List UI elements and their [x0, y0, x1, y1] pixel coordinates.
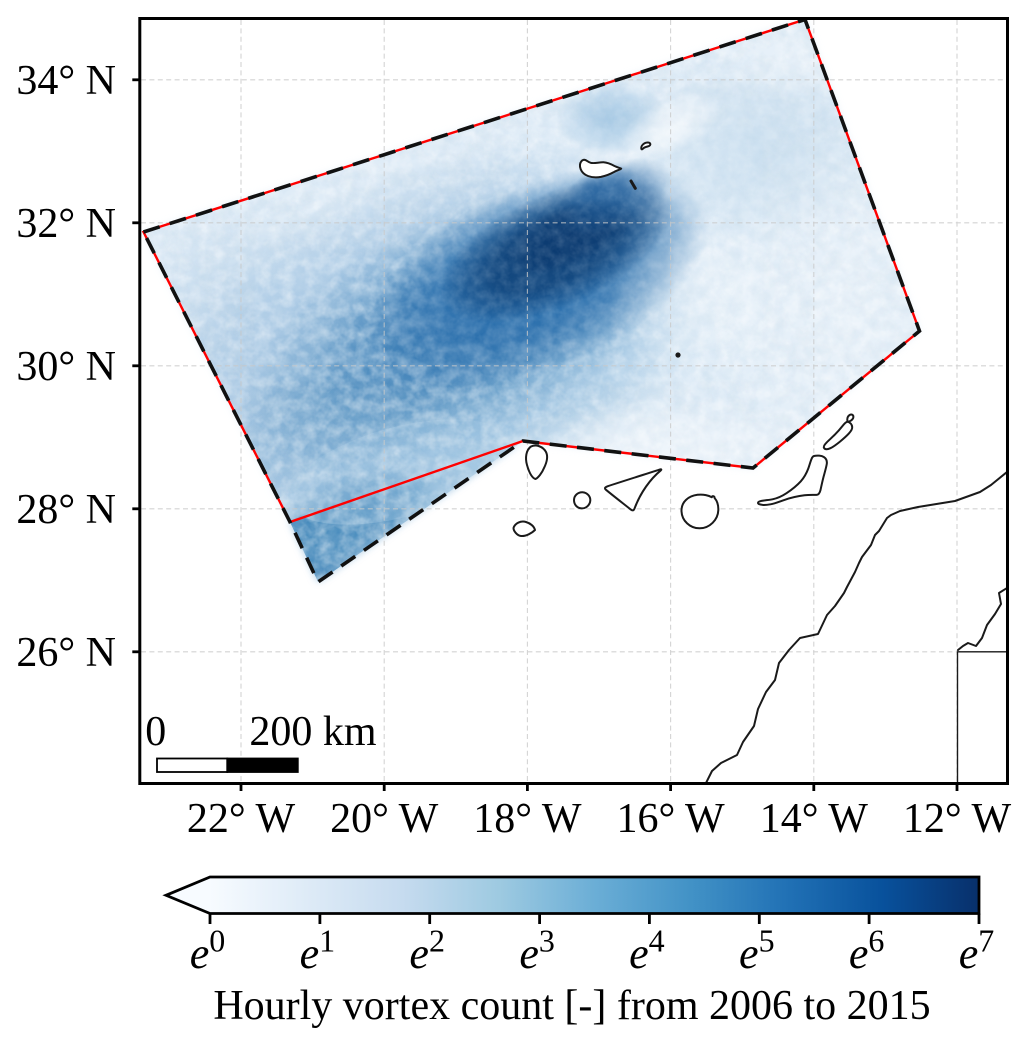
- svg-text:e7: e7: [959, 923, 995, 979]
- svg-text:e0: e0: [190, 923, 226, 979]
- svg-text:14° W: 14° W: [760, 796, 869, 842]
- svg-text:32° N: 32° N: [16, 201, 116, 247]
- svg-text:e2: e2: [409, 923, 445, 979]
- svg-text:16° W: 16° W: [617, 796, 726, 842]
- svg-text:22° W: 22° W: [187, 796, 296, 842]
- svg-text:18° W: 18° W: [473, 796, 582, 842]
- svg-text:20° W: 20° W: [330, 796, 439, 842]
- svg-text:e1: e1: [300, 923, 336, 979]
- svg-text:34° N: 34° N: [16, 58, 116, 104]
- svg-text:28° N: 28° N: [16, 487, 116, 533]
- svg-text:200 km: 200 km: [249, 709, 377, 755]
- svg-text:e3: e3: [519, 923, 555, 979]
- svg-text:Hourly vortex count [-] from 2: Hourly vortex count [-] from 2006 to 201…: [213, 983, 930, 1029]
- svg-text:30° N: 30° N: [16, 344, 116, 390]
- svg-text:e5: e5: [739, 923, 775, 979]
- svg-text:0: 0: [145, 709, 166, 755]
- svg-text:26° N: 26° N: [16, 630, 116, 676]
- svg-text:12° W: 12° W: [903, 796, 1012, 842]
- svg-text:e4: e4: [629, 923, 665, 979]
- svg-text:e6: e6: [849, 923, 885, 979]
